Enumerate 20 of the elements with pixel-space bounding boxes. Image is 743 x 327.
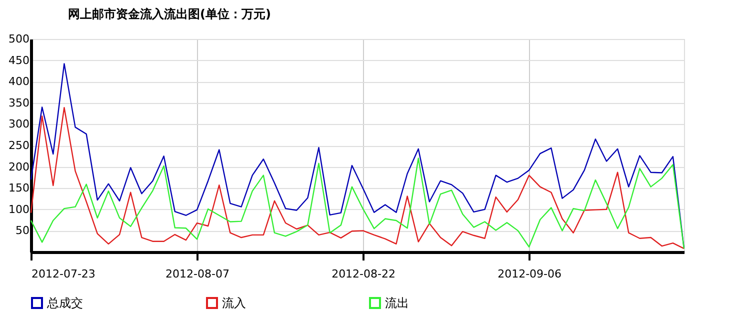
legend-label: 总成交 (46, 296, 83, 310)
y-tick-label: 300 (8, 118, 30, 131)
y-tick-label: 50 (16, 224, 30, 238)
y-tick-label: 100 (8, 202, 30, 216)
y-tick-label: 450 (8, 54, 30, 67)
y-tick-label: 400 (8, 75, 30, 88)
legend-label: 流出 (385, 296, 409, 310)
chart-title: 网上邮市资金流入流出图(单位：万元) (68, 7, 271, 21)
y-tick-label: 500 (8, 32, 30, 46)
x-tick-label: 2012-08-07 (166, 268, 230, 280)
y-tick-label: 250 (8, 139, 30, 152)
line-series (30, 158, 685, 250)
legend-label: 流入 (222, 296, 246, 310)
x-tick-label: 2012-08-22 (332, 268, 396, 280)
line-series (30, 106, 685, 250)
y-tick-label: 350 (8, 96, 30, 110)
x-tick-label: 2012-09-06 (498, 268, 562, 280)
y-tick-label: 200 (8, 160, 30, 174)
x-tick-label: 2012-07-23 (32, 268, 96, 280)
y-tick-label: 150 (8, 182, 30, 195)
